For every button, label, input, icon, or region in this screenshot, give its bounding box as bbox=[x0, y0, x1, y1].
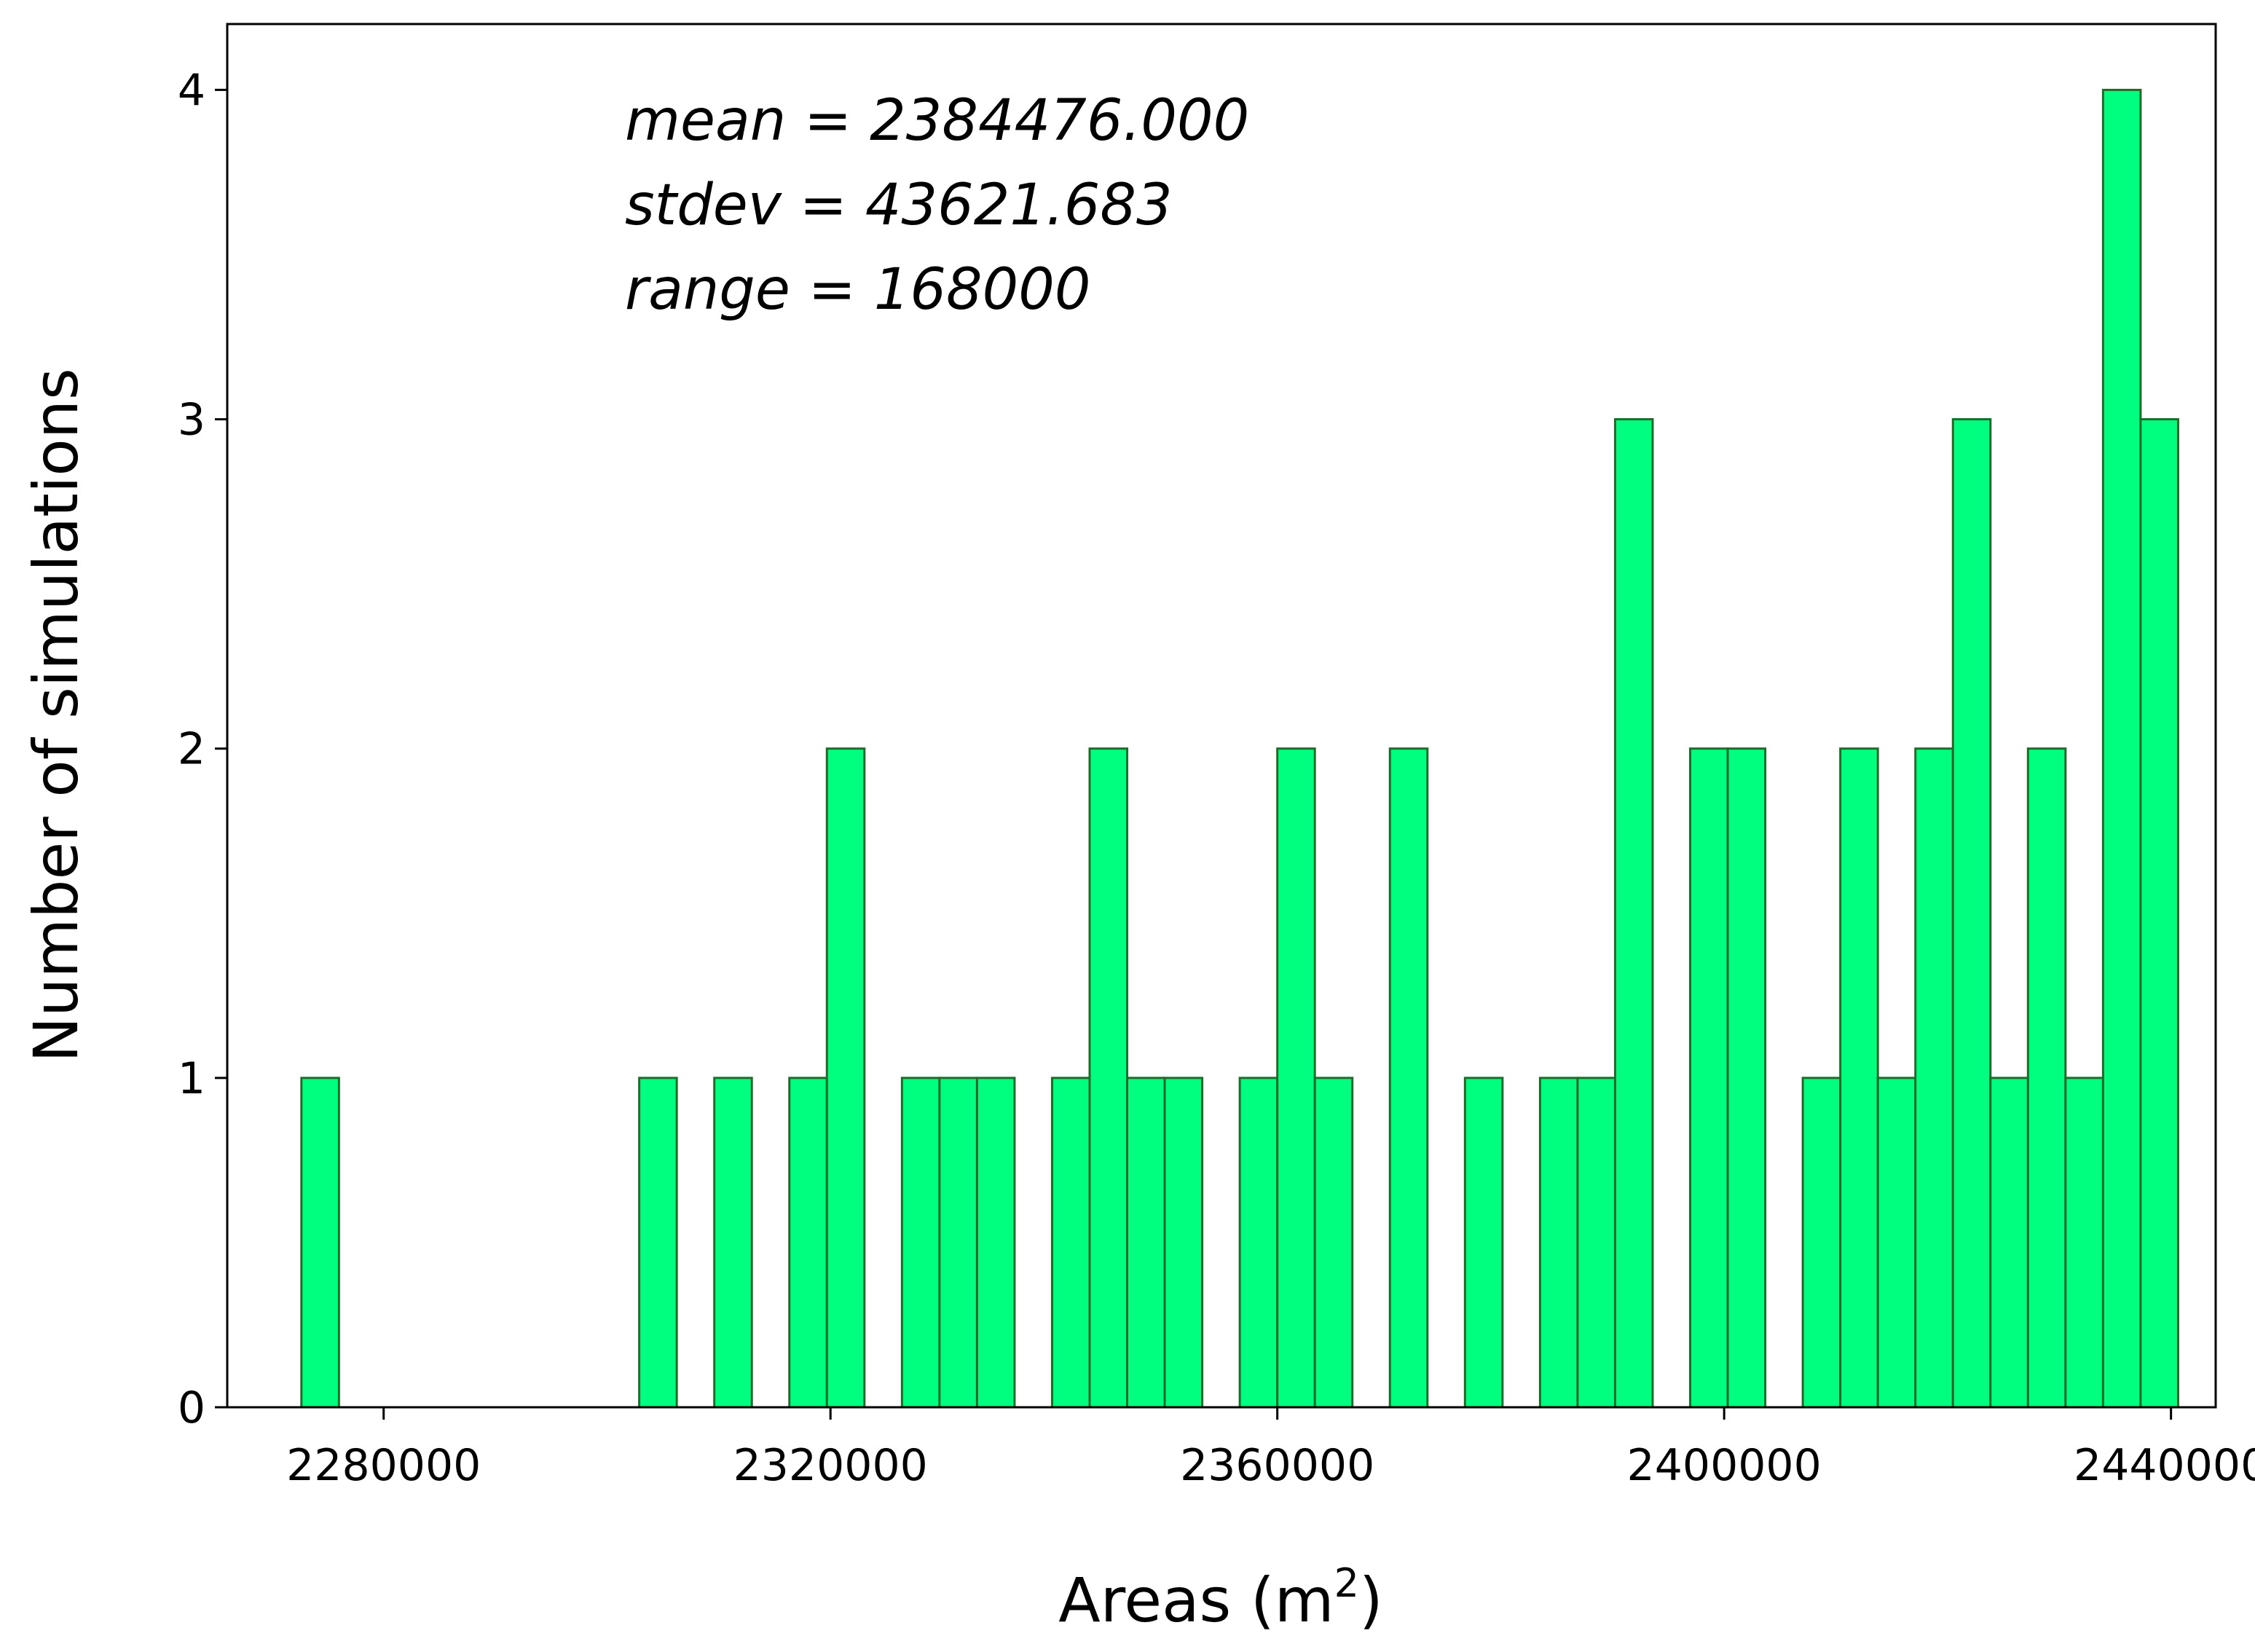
x-tick-label: 2280000 bbox=[286, 1440, 481, 1491]
histogram-bar bbox=[1689, 747, 1729, 1409]
histogram-bar bbox=[975, 1077, 1016, 1409]
histogram-bar bbox=[2026, 747, 2067, 1409]
annotation-mean: mean = 2384476.000 bbox=[625, 88, 1249, 154]
plot-frame bbox=[226, 23, 2217, 1409]
histogram-bar bbox=[1914, 747, 1954, 1409]
x-axis-title: Areas (m2) bbox=[1058, 1560, 1383, 1636]
x-tick-label: 2360000 bbox=[1180, 1440, 1374, 1491]
histogram-bar bbox=[1951, 418, 1992, 1409]
bars-group bbox=[300, 88, 2179, 1409]
histogram-bar bbox=[1126, 1077, 1166, 1409]
y-tick-label: 3 bbox=[178, 395, 205, 446]
x-tick-label: 2440000 bbox=[2074, 1440, 2255, 1491]
histogram-bar bbox=[825, 747, 866, 1409]
y-tick-label: 4 bbox=[178, 65, 205, 116]
y-tick-label: 2 bbox=[178, 724, 205, 775]
histogram-bar bbox=[2139, 418, 2179, 1409]
histogram-bar bbox=[1313, 1077, 1354, 1409]
histogram-bar bbox=[1726, 747, 1767, 1409]
histogram-bar bbox=[1576, 1077, 1616, 1409]
histogram-bar bbox=[788, 1077, 828, 1409]
histogram-bar bbox=[1088, 747, 1129, 1409]
histogram-bar bbox=[713, 1077, 753, 1409]
histogram-bar bbox=[2101, 88, 2142, 1409]
histogram-bar bbox=[1163, 1077, 1204, 1409]
histogram-bar bbox=[1538, 1077, 1579, 1409]
stats-annotation: mean = 2384476.000 stdev = 43621.683 ran… bbox=[625, 88, 1249, 323]
annotation-stdev: stdev = 43621.683 bbox=[625, 173, 1173, 238]
histogram-bar bbox=[1839, 747, 1879, 1409]
y-tick-label: 1 bbox=[178, 1053, 205, 1104]
histogram-bar bbox=[1050, 1077, 1091, 1409]
y-tick-label: 0 bbox=[178, 1382, 205, 1433]
histogram-bar bbox=[1801, 1077, 1842, 1409]
x-axis-ticks: 2280000 2320000 2360000 2400000 2440000 bbox=[286, 1407, 2255, 1491]
histogram-bar bbox=[2064, 1077, 2104, 1409]
histogram-bar bbox=[1388, 747, 1429, 1409]
x-tick-label: 2320000 bbox=[733, 1440, 928, 1491]
annotation-range: range = 168000 bbox=[625, 257, 1091, 323]
x-tick-label: 2400000 bbox=[1627, 1440, 1822, 1491]
histogram-bar bbox=[638, 1077, 678, 1409]
x-axis-title-superscript: 2 bbox=[1334, 1560, 1359, 1606]
histogram-bar bbox=[1238, 1077, 1279, 1409]
y-axis-title: Number of simulations bbox=[20, 368, 92, 1062]
histogram-bar bbox=[900, 1077, 941, 1409]
histogram-bar bbox=[1989, 1077, 2029, 1409]
histogram-bar bbox=[1463, 1077, 1504, 1409]
histogram-bar bbox=[300, 1077, 340, 1409]
histogram-bar bbox=[938, 1077, 978, 1409]
histogram-bar bbox=[1276, 747, 1316, 1409]
y-axis-ticks: 0 1 2 3 4 bbox=[178, 65, 227, 1433]
histogram-bar bbox=[1876, 1077, 1917, 1409]
histogram-bar bbox=[1613, 418, 1654, 1409]
